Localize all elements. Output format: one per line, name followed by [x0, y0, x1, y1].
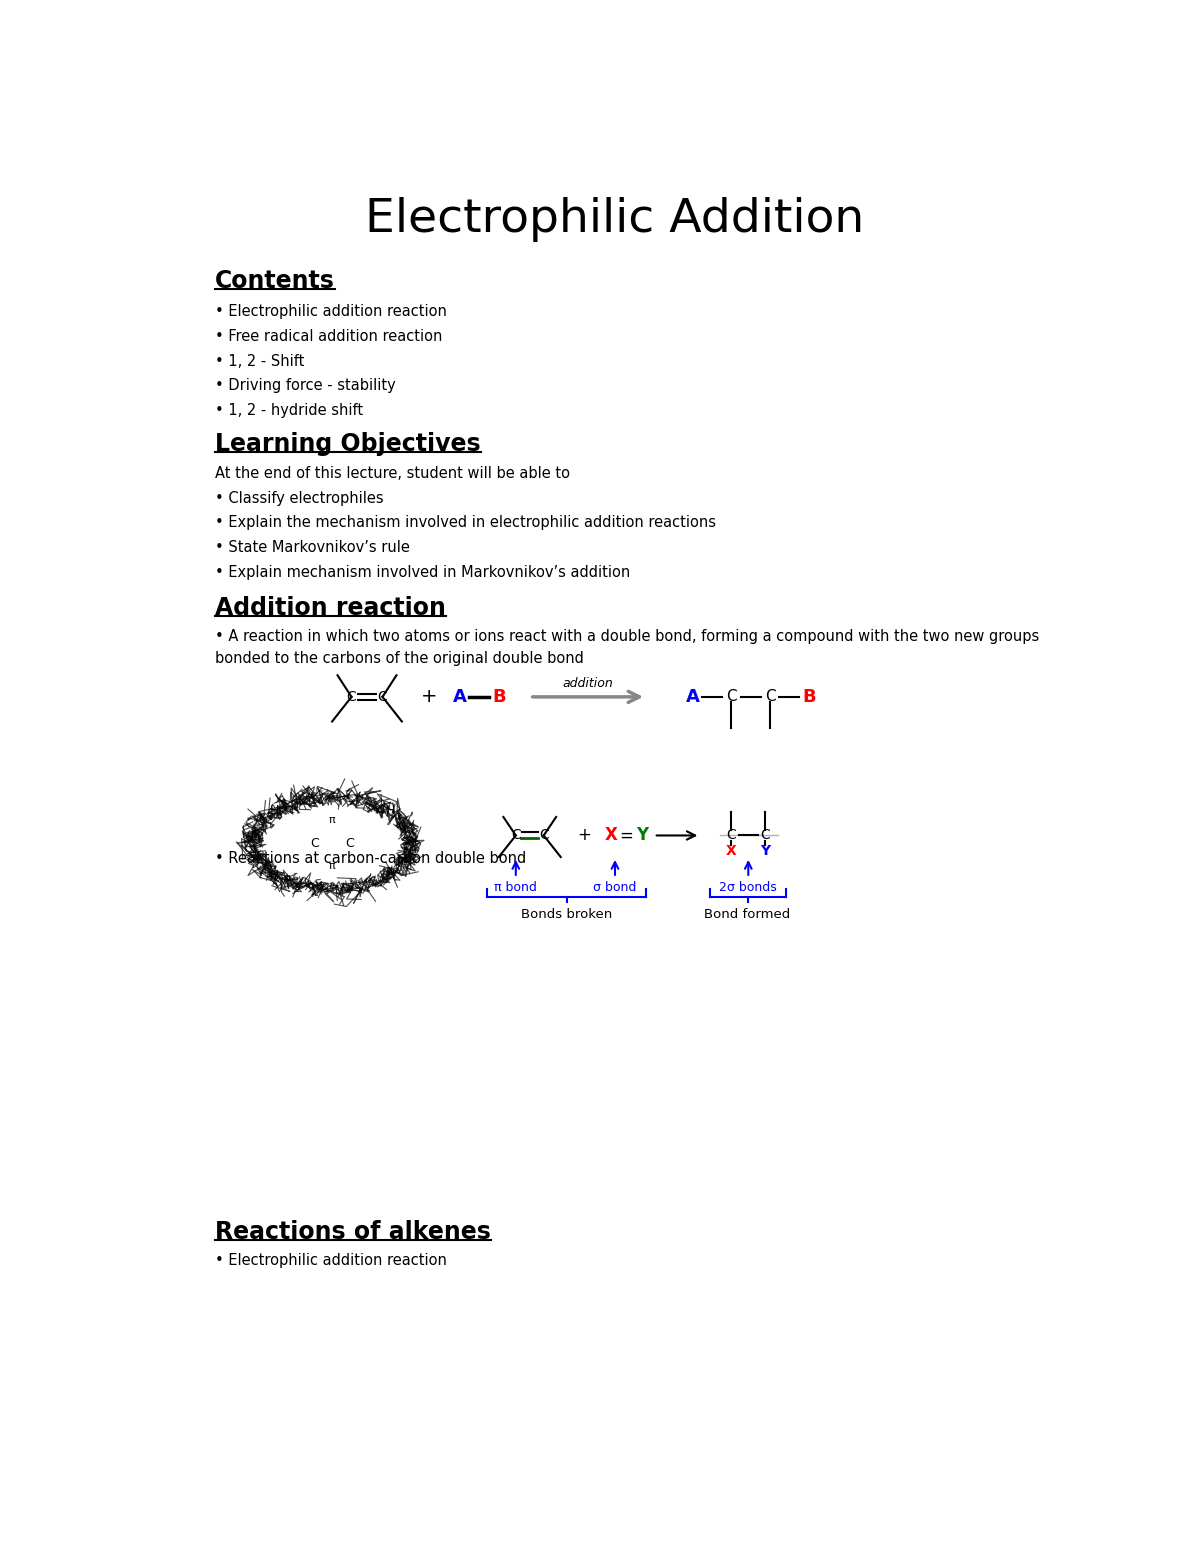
Text: +: +	[421, 688, 437, 707]
Text: Bonds broken: Bonds broken	[521, 907, 612, 921]
Text: 2σ bonds: 2σ bonds	[720, 882, 778, 895]
Text: C: C	[539, 828, 548, 842]
Text: B: B	[802, 688, 816, 707]
Text: X: X	[726, 843, 737, 857]
Text: • A reaction in which two atoms or ions react with a double bond, forming a comp: • A reaction in which two atoms or ions …	[215, 629, 1039, 644]
Text: Y: Y	[636, 826, 648, 845]
Text: • Free radical addition reaction: • Free radical addition reaction	[215, 329, 443, 345]
Text: C: C	[344, 837, 354, 849]
Text: A: A	[454, 688, 467, 707]
Text: H: H	[385, 804, 395, 817]
Text: C: C	[311, 837, 319, 849]
Text: C: C	[764, 690, 775, 705]
Text: π: π	[329, 815, 336, 825]
Text: Contents: Contents	[215, 269, 335, 294]
Text: • Explain mechanism involved in Markovnikov’s addition: • Explain mechanism involved in Markovni…	[215, 565, 630, 579]
Text: C: C	[347, 690, 356, 704]
Text: • Electrophilic addition reaction: • Electrophilic addition reaction	[215, 304, 446, 320]
Text: • Electrophilic addition reaction: • Electrophilic addition reaction	[215, 1253, 446, 1267]
Text: bonded to the carbons of the original double bond: bonded to the carbons of the original do…	[215, 651, 584, 666]
Text: • Classify electrophiles: • Classify electrophiles	[215, 491, 384, 506]
Text: • Driving force - stability: • Driving force - stability	[215, 379, 396, 393]
Text: • Reactions at carbon-carbon double bond: • Reactions at carbon-carbon double bond	[215, 851, 527, 867]
Text: π bond: π bond	[494, 882, 538, 895]
Text: addition: addition	[563, 677, 613, 690]
Text: A: A	[685, 688, 700, 707]
Text: • Explain the mechanism involved in electrophilic addition reactions: • Explain the mechanism involved in elec…	[215, 516, 716, 531]
Text: H: H	[385, 870, 395, 882]
Text: σ bond: σ bond	[593, 882, 637, 895]
Text: • State Markovnikov’s rule: • State Markovnikov’s rule	[215, 540, 410, 554]
Text: +: +	[577, 826, 590, 845]
Text: Learning Objectives: Learning Objectives	[215, 432, 481, 457]
Text: Y: Y	[761, 843, 770, 857]
Text: Reactions of alkenes: Reactions of alkenes	[215, 1221, 491, 1244]
Text: H: H	[269, 870, 278, 882]
Text: Bond formed: Bond formed	[704, 907, 791, 921]
Text: B: B	[492, 688, 505, 707]
Text: C: C	[726, 828, 736, 842]
Text: =: =	[619, 826, 634, 845]
Text: • 1, 2 - Shift: • 1, 2 - Shift	[215, 354, 305, 368]
Text: C: C	[378, 690, 388, 704]
Text: C: C	[726, 690, 737, 705]
Text: X: X	[605, 826, 618, 845]
Text: Electrophilic Addition: Electrophilic Addition	[365, 197, 865, 242]
Text: Addition reaction: Addition reaction	[215, 596, 446, 620]
Text: C: C	[761, 828, 770, 842]
Text: At the end of this lecture, student will be able to: At the end of this lecture, student will…	[215, 466, 570, 481]
Text: π: π	[329, 862, 336, 871]
Text: C: C	[511, 828, 521, 842]
Text: • 1, 2 - hydride shift: • 1, 2 - hydride shift	[215, 402, 364, 418]
Text: H: H	[269, 804, 278, 817]
